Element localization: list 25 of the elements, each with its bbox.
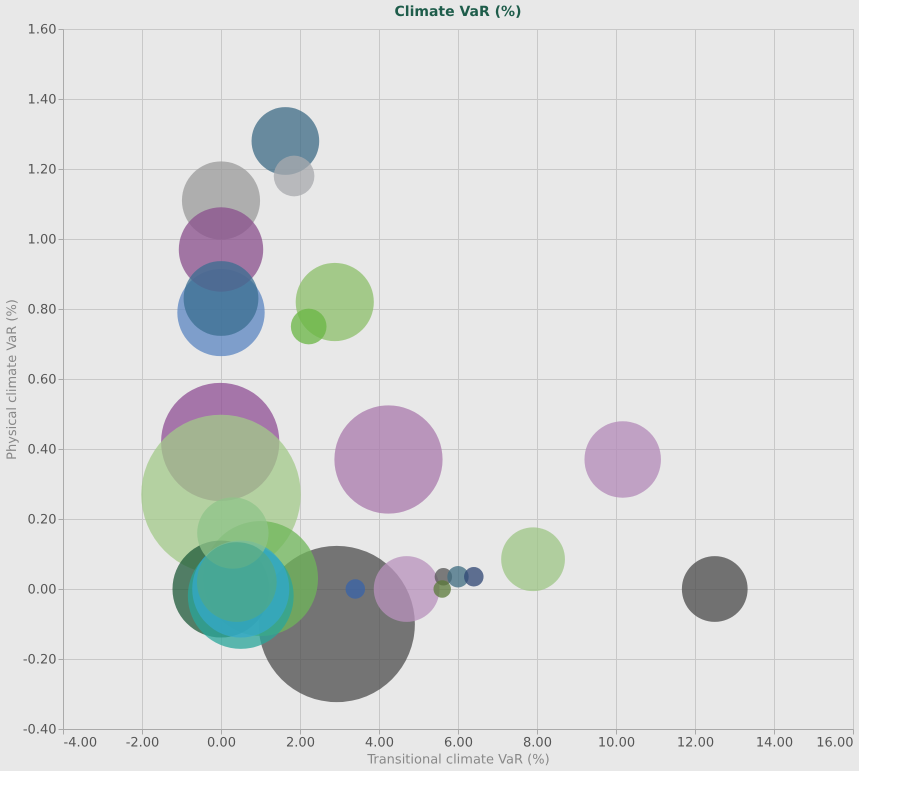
- chart-title: Climate VaR (%): [394, 4, 522, 20]
- y-tick-label: 1.20: [28, 162, 56, 178]
- y-tick-label: -0.20: [22, 652, 56, 668]
- x-tick-label: -2.00: [126, 736, 160, 750]
- y-tick-label: 0.20: [28, 512, 56, 528]
- x-tick-label: 16.00: [816, 736, 854, 750]
- y-tick-label: 1.00: [28, 232, 56, 248]
- y-tick-label: 0.80: [28, 302, 56, 318]
- x-tick-label: 4.00: [365, 736, 394, 750]
- x-axis-title: Transitional climate VaR (%): [366, 752, 550, 768]
- y-tick-label: 0.60: [28, 372, 56, 388]
- x-tick-label: 14.00: [756, 736, 794, 750]
- y-tick-label: 1.60: [28, 22, 56, 38]
- x-tick-label: 0.00: [207, 736, 236, 750]
- y-tick-label: 1.40: [28, 92, 56, 108]
- x-tick-label: 12.00: [676, 736, 714, 750]
- x-tick-label: 6.00: [444, 736, 473, 750]
- y-tick-label: 0.00: [28, 582, 56, 598]
- y-tick-label: -0.40: [22, 722, 56, 738]
- y-axis-title: Physical climate VaR (%): [4, 299, 20, 460]
- y-tick-label: 0.40: [28, 442, 56, 458]
- x-tick-label: 8.00: [523, 736, 552, 750]
- x-tick-label: 10.00: [598, 736, 636, 750]
- x-tick-label: -4.00: [64, 736, 98, 750]
- x-tick-label: 2.00: [286, 736, 315, 750]
